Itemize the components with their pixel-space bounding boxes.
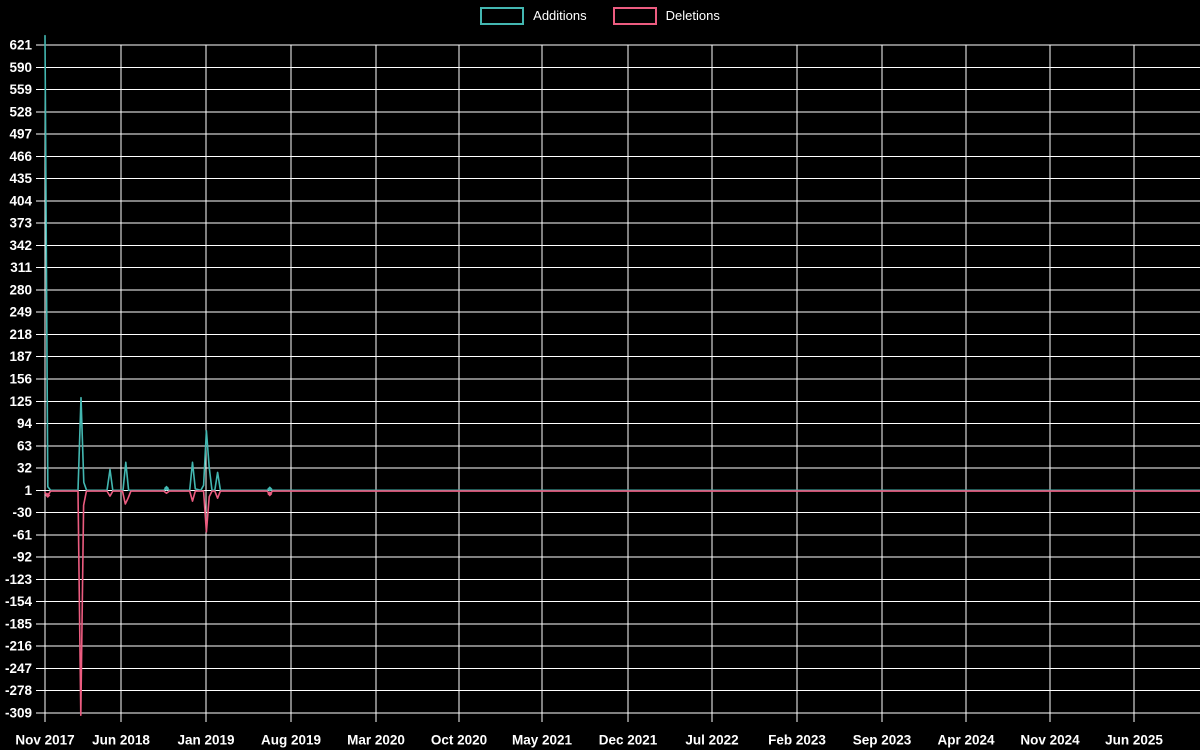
axis-labels-group: 621 590 559 528 497 466 435 404 373 342 311 280 249 2… [5,38,1163,748]
y-axis-tick-label: 1 [24,483,32,498]
x-axis-tick-label: Nov 2017 [15,733,74,748]
y-axis-tick-label: 187 [9,349,32,364]
y-axis-tick-label: 528 [9,104,32,119]
y-axis-tick-label: 249 [9,305,32,320]
chart-legend: Additions Deletions [0,6,1200,26]
y-axis-tick-label: 559 [9,82,32,97]
x-axis-tick-label: Nov 2024 [1020,733,1080,748]
deletions-point-marker [267,491,273,497]
y-axis-tick-label: -216 [5,639,33,654]
y-axis-tick-label: -278 [5,683,33,698]
additions-swatch-icon [480,7,525,25]
legend-label-additions: Additions [533,8,587,23]
y-axis-tick-label: -30 [12,505,32,520]
deletions-swatch-icon [612,7,657,25]
y-axis-tick-label: 311 [10,260,32,275]
x-axis-tick-label: Jun 2018 [92,733,150,748]
legend-item-additions[interactable]: Additions [480,6,587,26]
x-axis-tick-label: Aug 2019 [261,733,321,748]
y-axis-tick-label: 404 [9,193,32,208]
deletions-line [44,490,1200,717]
y-axis-tick-label: 280 [9,282,32,297]
markers-group [45,485,273,498]
y-axis-tick-label: 156 [9,372,32,387]
y-axis-tick-label: 32 [17,461,32,476]
y-axis-tick-label: 94 [17,416,33,431]
y-axis-tick-label: 466 [9,149,32,164]
y-axis-tick-label: -247 [5,661,32,676]
y-axis-tick-label: 497 [9,127,32,142]
y-axis-tick-label: -154 [5,594,33,609]
x-axis-tick-label: Mar 2020 [347,733,405,748]
y-axis-tick-label: 218 [9,327,32,342]
y-axis-tick-label: 590 [9,60,32,75]
y-axis-tick-label: 621 [9,38,32,53]
x-axis-tick-label: Jan 2019 [177,733,234,748]
y-axis-tick-label: 125 [9,394,32,409]
x-axis-tick-label: Jun 2025 [1105,733,1163,748]
additions-point-marker [163,485,170,491]
legend-item-deletions[interactable]: Deletions [612,6,720,26]
series-group [44,34,1200,717]
additions-line [44,34,1200,492]
x-axis-tick-label: Dec 2021 [599,733,658,748]
x-axis-tick-label: Oct 2020 [431,733,487,748]
y-axis-tick-label: 63 [17,438,33,453]
additions-point-marker [267,486,273,492]
y-axis-tick-label: -92 [12,550,32,565]
y-axis-tick-label: -61 [12,527,32,542]
y-axis-tick-label: -185 [5,616,33,631]
legend-label-deletions: Deletions [665,8,720,23]
deletions-point-marker [45,492,51,498]
x-axis-tick-label: May 2021 [512,733,573,748]
y-axis-tick-label: 373 [9,216,32,231]
x-axis-tick-label: Sep 2023 [853,733,912,748]
gridlines-group [36,44,1200,722]
y-axis-tick-label: 435 [9,171,32,186]
x-axis-tick-label: Apr 2024 [937,733,995,748]
y-axis-tick-label: -123 [5,572,33,587]
y-axis-tick-label: 342 [9,238,32,253]
x-axis-tick-label: Feb 2023 [768,733,826,748]
y-axis-tick-label: -309 [5,706,32,721]
x-axis-tick-label: Jul 2022 [685,733,738,748]
